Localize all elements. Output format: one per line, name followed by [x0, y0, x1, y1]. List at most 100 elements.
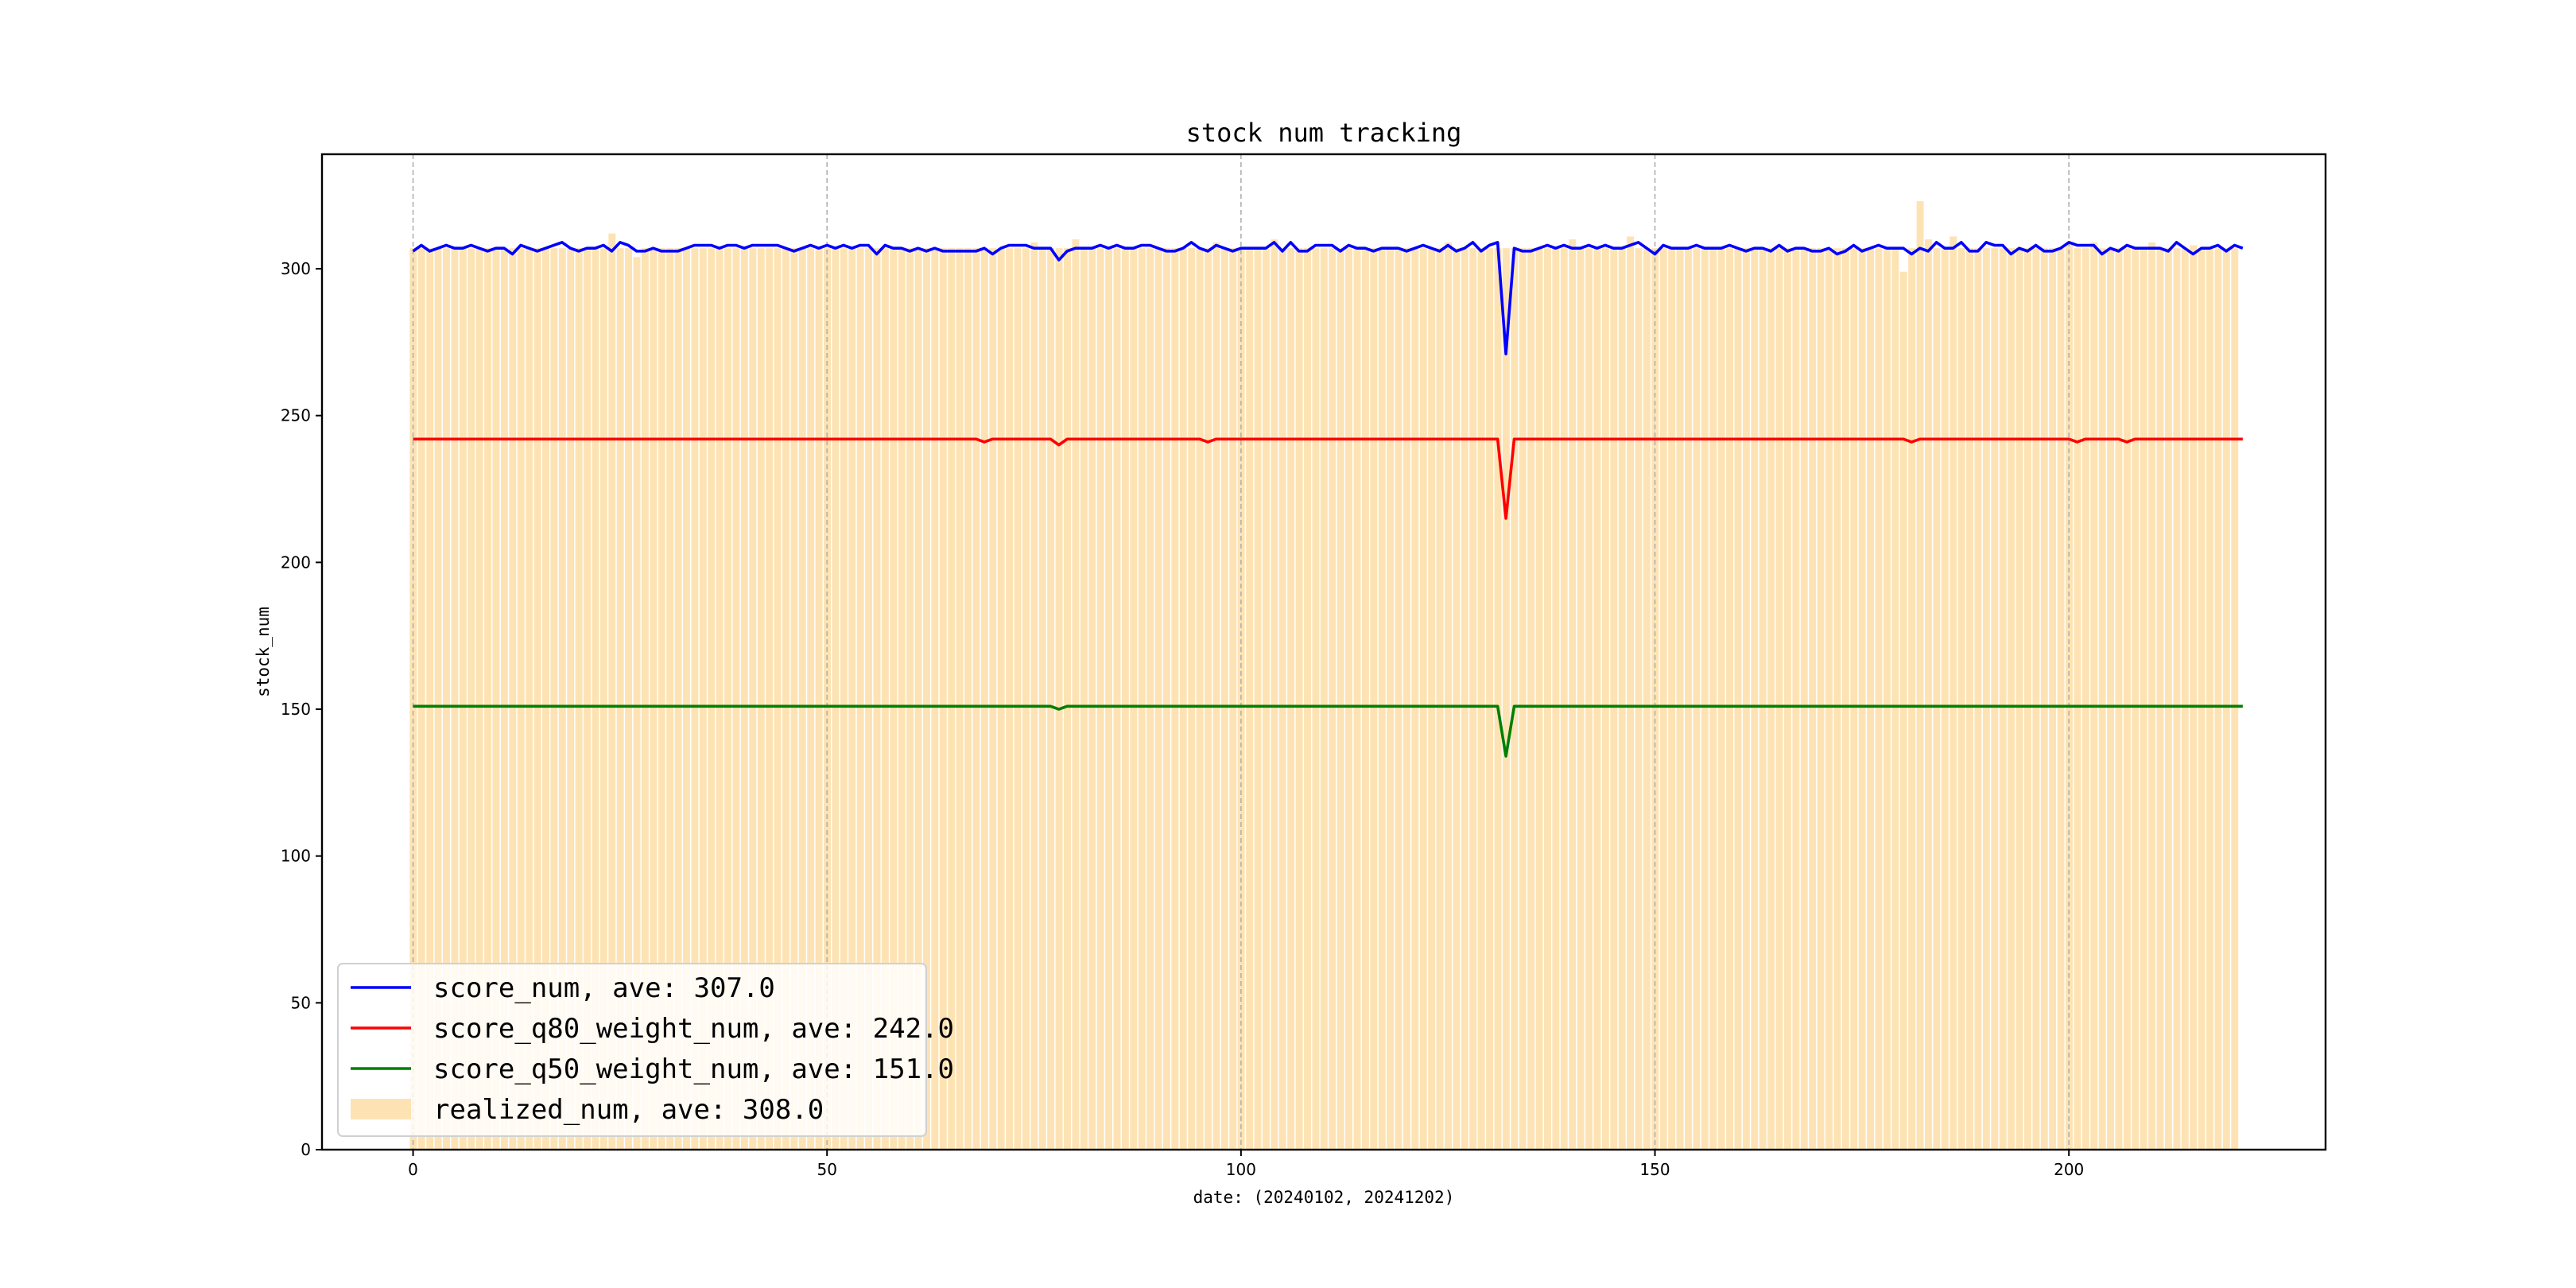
realized-bar	[2214, 248, 2222, 1150]
realized-bar	[1295, 248, 1303, 1150]
realized-bar	[2008, 248, 2015, 1150]
realized-bar	[898, 248, 906, 1150]
realized-bar	[1080, 248, 1088, 1150]
realized-bar	[1775, 248, 1783, 1150]
realized-bar	[782, 248, 789, 1150]
realized-bar	[1220, 248, 1228, 1150]
realized-bar	[500, 248, 508, 1150]
realized-bar	[1154, 248, 1162, 1150]
realized-bar	[1171, 248, 1179, 1150]
realized-bar	[1353, 248, 1361, 1150]
realized-bar	[931, 248, 939, 1150]
realized-bar	[417, 248, 425, 1150]
realized-bar	[1304, 248, 1311, 1150]
realized-bar	[1188, 248, 1196, 1150]
realized-bar	[749, 248, 757, 1150]
series-line	[412, 240, 2244, 355]
realized-bar	[459, 248, 467, 1150]
realized-bar	[492, 248, 500, 1150]
realized-bar	[550, 248, 558, 1150]
realized-bar	[1850, 248, 1858, 1150]
realized-bar	[1925, 239, 1932, 1150]
axis-ticks: 0 50 100 150 200 0 50 100 150 200 250 300	[281, 259, 2084, 1179]
realized-bar	[1064, 248, 1071, 1150]
realized-bar	[1511, 248, 1519, 1150]
realized-bar	[1941, 248, 1949, 1150]
realized-bar	[2190, 245, 2198, 1150]
realized-bar	[2081, 248, 2089, 1150]
realized-bar	[599, 248, 607, 1150]
realized-bar	[980, 248, 988, 1150]
realized-bar	[1179, 248, 1187, 1150]
realized-bar	[1229, 248, 1237, 1150]
realized-bar	[2049, 248, 2057, 1150]
realized-bar	[1891, 248, 1899, 1150]
realized-bar	[1271, 239, 1278, 1150]
realized-bar	[1949, 236, 1957, 1150]
realized-bar	[948, 248, 956, 1150]
realized-bar	[1643, 248, 1651, 1150]
realized-bar	[1899, 271, 1907, 1150]
realized-bar	[815, 248, 823, 1150]
realized-bar	[1254, 248, 1262, 1150]
realized-bar	[1494, 248, 1502, 1150]
realized-bar	[625, 248, 633, 1150]
realized-bar	[451, 248, 459, 1150]
series-lines	[412, 240, 2244, 758]
realized-bar	[1535, 248, 1543, 1150]
realized-bar	[517, 248, 525, 1150]
realized-bar	[708, 248, 716, 1150]
realized-bar	[890, 248, 898, 1150]
realized-bar	[1378, 248, 1386, 1150]
realized-bar	[1867, 248, 1875, 1150]
realized-bar	[856, 248, 864, 1150]
realized-bar	[1841, 248, 1849, 1150]
realized-bar	[608, 233, 616, 1150]
realized-bar	[1552, 248, 1560, 1150]
legend-entry: score_num, ave: 307.0	[433, 972, 775, 1004]
realized-bar	[1833, 248, 1841, 1150]
realized-bar	[674, 248, 682, 1150]
realized-bar	[475, 248, 483, 1150]
realized-bar	[443, 248, 450, 1150]
realized-bar	[633, 257, 641, 1150]
y-tick-label: 50	[291, 993, 311, 1012]
realized-bar	[1477, 248, 1485, 1150]
x-tick-label: 150	[1639, 1160, 1670, 1179]
realized-bar	[2032, 248, 2040, 1150]
realized-bar	[1395, 248, 1402, 1150]
realized-bar	[567, 248, 575, 1150]
realized-bar	[1519, 248, 1527, 1150]
realized-bar	[1966, 248, 1973, 1150]
realized-bar	[1146, 248, 1154, 1150]
realized-bar	[1585, 248, 1593, 1150]
realized-bar	[484, 248, 492, 1150]
realized-bar	[1402, 248, 1410, 1150]
realized-bar	[1502, 248, 1510, 1150]
realized-bar	[1527, 248, 1535, 1150]
realized-bar	[716, 248, 724, 1150]
realized-bar	[1361, 248, 1369, 1150]
realized-bar	[1569, 239, 1577, 1150]
realized-bar	[683, 248, 690, 1150]
realized-bar	[914, 248, 922, 1150]
realized-bar	[526, 248, 533, 1150]
y-axis-label: stock_num	[254, 607, 273, 697]
realized-bar	[1685, 248, 1692, 1150]
realized-bar	[1096, 248, 1104, 1150]
realized-bar	[2140, 248, 2147, 1150]
realized-bar	[1411, 248, 1419, 1150]
realized-bar	[1800, 248, 1808, 1150]
realized-bar	[1668, 248, 1676, 1150]
realized-bar	[1262, 248, 1270, 1150]
realized-bar	[658, 248, 665, 1150]
realized-bar	[1014, 248, 1022, 1150]
realized-bar	[1212, 242, 1220, 1150]
realized-bar	[1734, 248, 1742, 1150]
realized-bar	[2123, 248, 2131, 1150]
realized-bar	[1982, 248, 1990, 1150]
realized-bar	[1419, 248, 1427, 1150]
realized-bar	[1908, 248, 1916, 1150]
realized-bar	[1759, 248, 1767, 1150]
realized-bar	[1999, 248, 2007, 1150]
